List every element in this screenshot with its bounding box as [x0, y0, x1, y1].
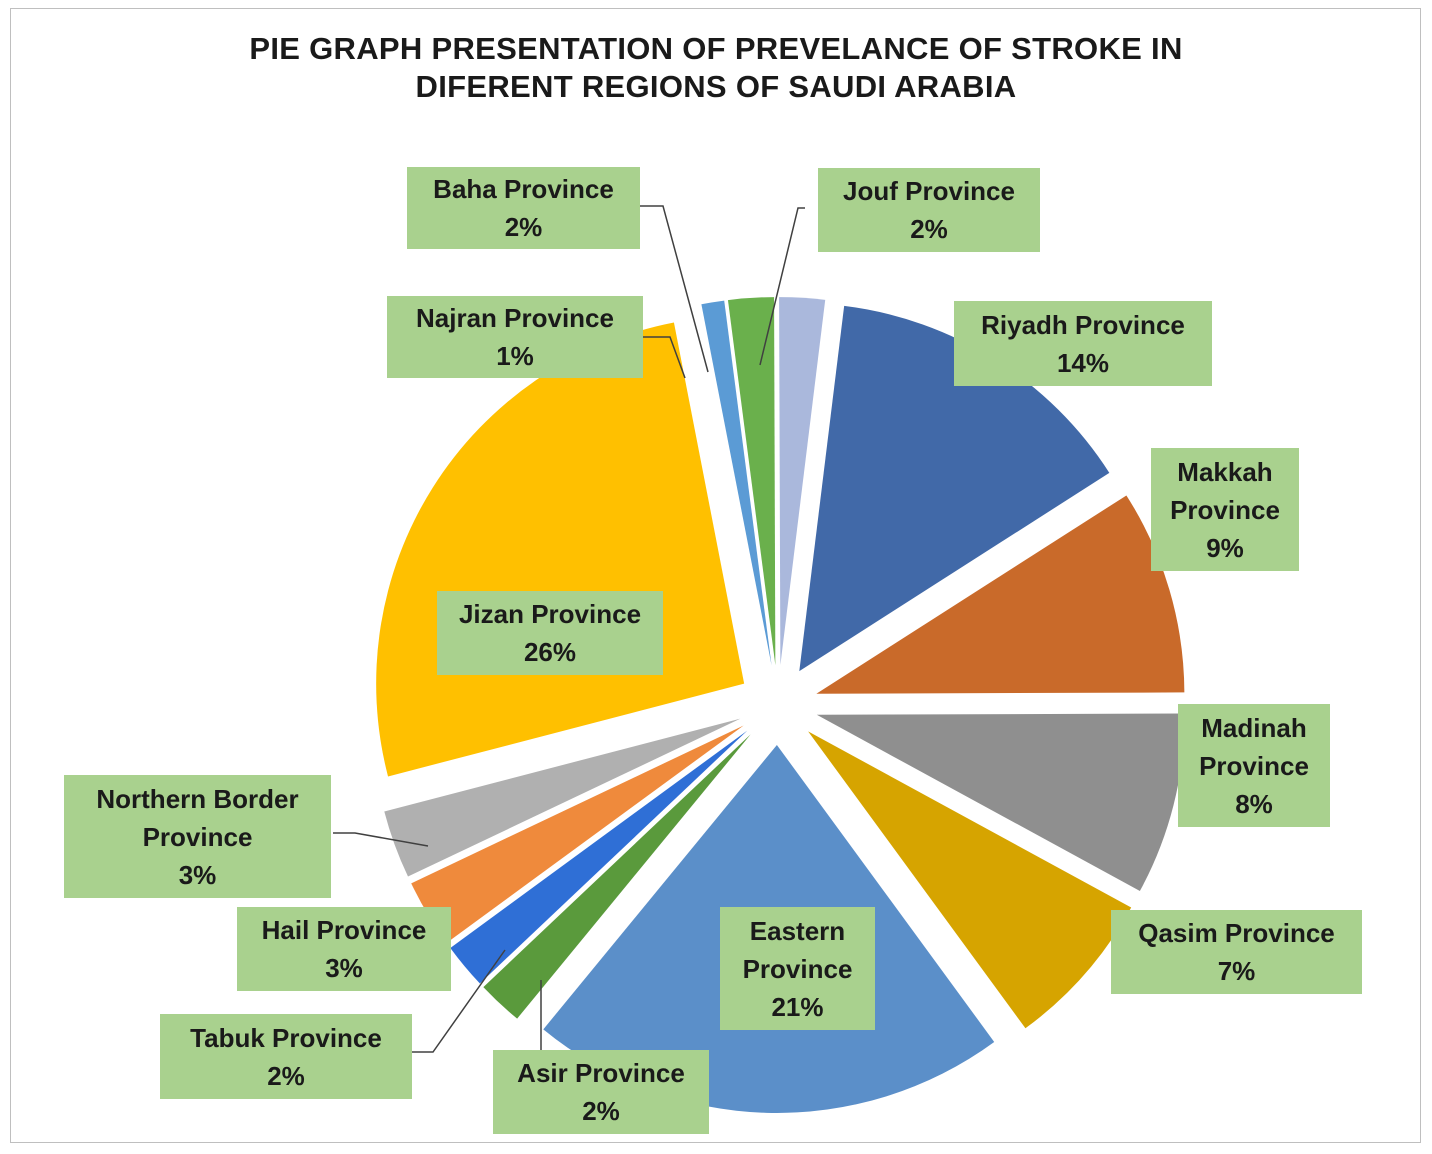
data-label-madinah-province: Madinah Province 8% [1178, 704, 1330, 827]
pie-slice-riyadh-province [799, 305, 1110, 672]
data-label-value-madinah-province: 8% [1235, 788, 1273, 819]
data-label-jouf-province: Jouf Province 2% [818, 168, 1040, 252]
data-label-value-riyadh-province: 14% [1056, 347, 1110, 378]
data-label-makkah-province: Makkah Province 9% [1151, 448, 1299, 571]
data-label-value-najran-province: 1% [496, 341, 534, 371]
data-label-category-riyadh-province-line-1: Riyadh Province [981, 309, 1185, 340]
data-label-category-northern-border-province-line-2: Province [142, 821, 253, 852]
data-label-category-eastern-province-line-2: Province [742, 953, 853, 984]
data-label-value-northern-border-province: 3% [178, 859, 217, 890]
data-label-eastern-province: Eastern Province 21% [720, 907, 875, 1030]
leader-line-jouf-province [759, 207, 805, 366]
data-label-category-madinah-province-line-2: Province [1199, 750, 1309, 781]
data-label-category-makkah-province-line-2: Province [1170, 494, 1280, 525]
data-label-category-najran-province-line-1: Najran Province [416, 303, 614, 333]
data-label-najran-province: Najran Province 1% [387, 296, 643, 378]
data-label-category-eastern-province-line-1: Eastern [749, 915, 846, 946]
data-label-value-qasim-province: 7% [1217, 956, 1256, 986]
leader-line-najran-province [643, 336, 686, 379]
data-label-value-baha-province: 2% [504, 212, 543, 242]
data-label-value-hail-province: 3% [325, 953, 363, 983]
data-label-category-tabuk-province-line-1: Tabuk Province [190, 1022, 382, 1053]
data-label-tabuk-province: Tabuk Province 2% [160, 1014, 412, 1099]
leader-line-northern-border-province [333, 832, 429, 847]
pie-slice-northern-border-province [384, 718, 741, 877]
data-label-category-madinah-province-line-1: Madinah [1201, 712, 1307, 743]
pie-slice-madinah-province [816, 713, 1185, 891]
pie-slice-makkah-province [816, 495, 1185, 694]
pie-slice-jizan-province [376, 322, 745, 777]
data-label-value-jouf-province: 2% [910, 214, 948, 244]
data-label-category-hail-province-line-1: Hail Province [261, 915, 427, 945]
data-label-category-baha-province-line-1: Baha Province [433, 174, 614, 204]
data-label-value-makkah-province: 9% [1206, 532, 1244, 563]
data-label-riyadh-province: Riyadh Province 14% [954, 301, 1212, 386]
data-label-asir-province: Asir Province 2% [493, 1050, 709, 1134]
data-label-northern-border-province: Northern Border Province 3% [64, 775, 331, 898]
data-label-category-asir-province-line-1: Asir Province [517, 1058, 685, 1088]
data-label-baha-province: Baha Province 2% [407, 167, 640, 249]
pie-slice-tabuk-province [450, 730, 748, 984]
data-label-jizan-province: Jizan Province 26% [437, 591, 663, 675]
data-label-category-qasim-province-line-1: Qasim Province [1138, 918, 1335, 948]
data-label-category-jizan-province-line-1: Jizan Province [458, 599, 642, 629]
pie-slice-jouf-province [779, 297, 826, 666]
chart-title-line-1: PIE GRAPH PRESENTATION OF PREVELANCE OF … [249, 31, 1183, 66]
data-label-value-tabuk-province: 2% [267, 1060, 305, 1091]
data-label-qasim-province: Qasim Province 7% [1111, 910, 1362, 994]
pie-slice-baha-province [727, 297, 776, 666]
data-label-category-northern-border-province-line-1: Northern Border [96, 783, 299, 814]
pie-slice-hail-province [411, 725, 744, 943]
leader-line-baha-province [640, 205, 709, 373]
data-label-category-jouf-province-line-1: Jouf Province [843, 176, 1015, 206]
data-label-value-eastern-province: 21% [771, 991, 824, 1022]
chart-title-line-2: DIFERENT REGIONS OF SAUDI ARABIA [415, 69, 1017, 104]
data-label-category-makkah-province-line-1: Makkah [1177, 456, 1273, 487]
leader-line-tabuk-province [412, 949, 506, 1053]
data-label-value-jizan-province: 26% [523, 637, 577, 667]
pie-slice-qasim-province [808, 731, 1132, 1029]
data-label-hail-province: Hail Province 3% [237, 907, 451, 991]
pie-slice-najran-province [701, 300, 772, 666]
data-label-value-asir-province: 2% [582, 1096, 620, 1126]
chart-title: PIE GRAPH PRESENTATION OF PREVELANCE OF … [0, 30, 1432, 106]
pie-slice-asir-province [483, 734, 751, 1019]
